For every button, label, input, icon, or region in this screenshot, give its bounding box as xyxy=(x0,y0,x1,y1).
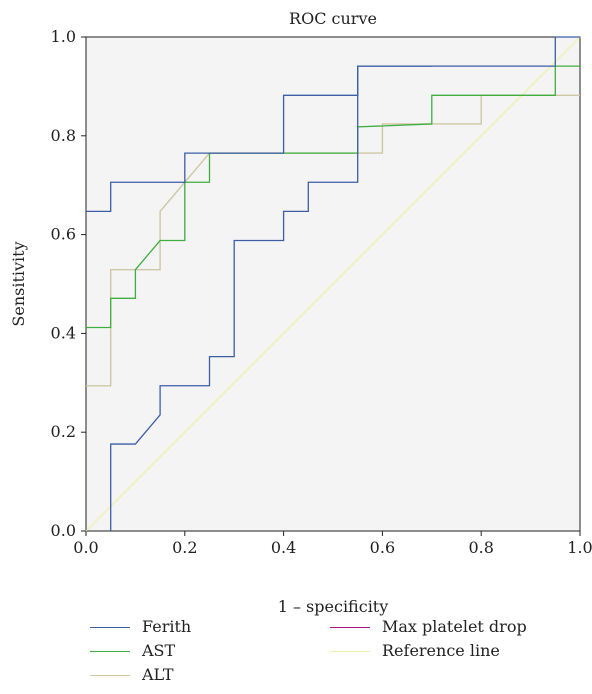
y-tick-label: 0.2 xyxy=(51,422,76,441)
x-axis-label: 1 – specificity xyxy=(278,597,389,616)
x-tick-label: 0.6 xyxy=(370,538,395,557)
chart-title: ROC curve xyxy=(289,9,377,28)
y-tick-label: 0.4 xyxy=(51,323,76,342)
legend-swatch-ast xyxy=(90,651,130,652)
legend-swatch-reference-line xyxy=(330,651,370,652)
legend-swatch-ferith xyxy=(90,627,130,628)
series-line-ferith-upper xyxy=(86,65,432,213)
y-tick-label: 0.6 xyxy=(51,225,76,244)
x-tick-label: 0.0 xyxy=(73,538,98,557)
axes-layer: 0.0 0.2 0.4 0.6 0.8 1.0 0.0 0.2 0.4 0.6 0.8 1.0 xyxy=(51,27,592,557)
y-tick-label: 0.0 xyxy=(51,521,76,540)
y-tick-label: 0.8 xyxy=(51,126,76,145)
legend-label-alt: ALT xyxy=(142,665,174,684)
reference-line xyxy=(85,36,581,532)
legend-label-reference-line: Reference line xyxy=(382,641,500,660)
y-tick-label: 1.0 xyxy=(51,27,76,46)
legend-swatch-max-platelet-drop xyxy=(330,627,370,628)
x-tick-label: 1.0 xyxy=(567,538,592,557)
x-tick-label: 0.8 xyxy=(468,538,493,557)
legend: Ferith AST ALT Max platelet drop Referen… xyxy=(90,616,570,686)
legend-label-max-platelet-drop: Max platelet drop xyxy=(382,617,527,636)
series-layer xyxy=(85,36,581,532)
series-line-ast xyxy=(86,65,580,329)
legend-swatch-alt xyxy=(90,675,130,676)
x-tick-label: 0.2 xyxy=(172,538,197,557)
x-tick-label: 0.4 xyxy=(271,538,296,557)
legend-label-ast: AST xyxy=(142,641,176,660)
y-axis-label: Sensitivity xyxy=(9,241,28,326)
legend-label-ferith: Ferith xyxy=(142,617,192,636)
